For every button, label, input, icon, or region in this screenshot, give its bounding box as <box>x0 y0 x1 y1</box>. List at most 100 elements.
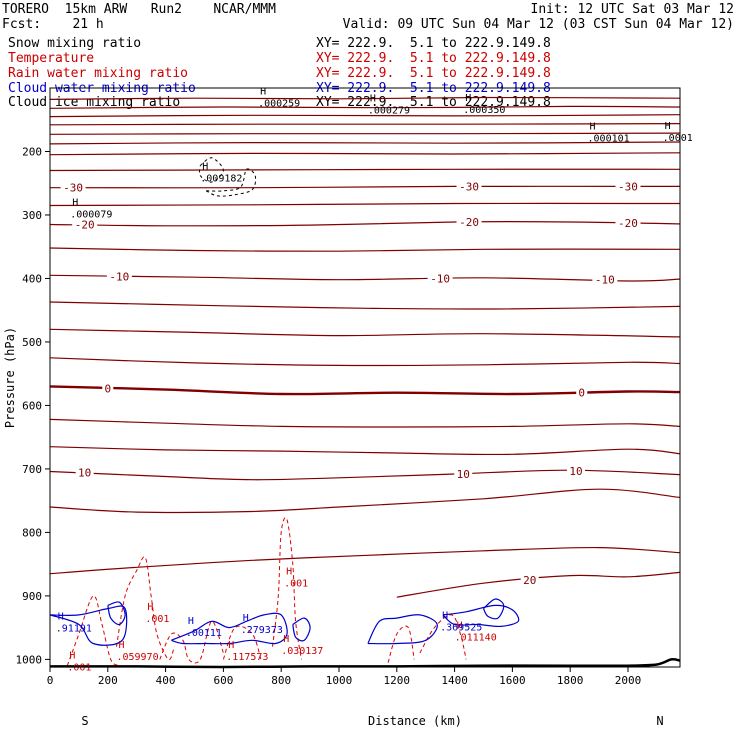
max-value-label: .011140 <box>455 633 497 644</box>
y-tick-label: 1000 <box>16 653 43 666</box>
max-value-label: .000079 <box>70 210 112 221</box>
cloud-water-contour <box>482 598 505 620</box>
x-tick-label: 1400 <box>441 674 468 687</box>
rain-contour <box>272 517 302 660</box>
cloud-water-contours <box>49 598 520 646</box>
rain-contour <box>159 620 224 664</box>
max-value-label: .000350 <box>463 105 505 116</box>
temperature-label-bg <box>566 464 585 477</box>
rain-contour <box>66 595 120 667</box>
temperature-label-bg <box>72 218 98 231</box>
max-marker-h: H <box>260 87 266 98</box>
max-marker-h: H <box>58 612 64 623</box>
temperature-label-bg <box>427 272 453 285</box>
temperature-label: -20 <box>618 217 638 230</box>
isotherm-line <box>49 546 681 575</box>
forecast-hour: Fcst: 21 h <box>2 17 104 32</box>
init-time: Init: 12 UTC Sat 03 Mar 12 <box>530 2 735 17</box>
isotherm-line <box>396 571 681 598</box>
isotherm-line <box>49 202 681 207</box>
field-name-rain: Rain water mixing ratio <box>8 66 189 81</box>
y-tick-label: 500 <box>22 336 42 349</box>
y-tick-label: 700 <box>22 463 42 476</box>
temperature-label: -10 <box>109 271 129 284</box>
max-value-label: .001 <box>284 579 308 590</box>
isotherm-line <box>49 469 681 481</box>
max-marker-h: H <box>243 613 249 624</box>
max-value-label: .00111 <box>186 628 222 639</box>
x-tick-label: 1000 <box>326 674 353 687</box>
y-tick-label: 800 <box>22 526 42 539</box>
field-name-snow: Snow mixing ratio <box>8 36 142 51</box>
temperature-label-bg <box>454 468 473 480</box>
plot-frame <box>49 87 681 668</box>
isotherm-line <box>49 123 681 126</box>
x-axis-title: Distance (km) <box>368 714 462 728</box>
isotherm-line <box>49 274 681 282</box>
max-marker-h: H <box>228 640 234 651</box>
y-tick-label: 900 <box>22 590 42 603</box>
isotherm-line <box>49 105 681 109</box>
max-value-label: .000101 <box>588 134 630 145</box>
isotherm-line <box>49 221 681 227</box>
temperature-label: 0 <box>104 382 111 395</box>
max-value-label: .279373 <box>241 625 283 636</box>
rain-contour <box>387 625 415 663</box>
max-marker-h: H <box>442 610 448 621</box>
axes: 0 200 400 600 800 1000 1200 1400 1600 1800 2000200… <box>3 87 681 728</box>
x-tick-label: 1800 <box>557 674 584 687</box>
temperature-label: 0 <box>578 387 585 400</box>
max-value-label: .117573 <box>226 652 268 663</box>
isotherm-line <box>49 114 681 118</box>
y-tick-label: 200 <box>22 145 42 158</box>
max-marker-h: H <box>665 121 671 132</box>
max-marker-h: H <box>147 602 153 613</box>
temperature-label: 10 <box>457 468 470 481</box>
field-xy-rain: XY= 222.9. 5.1 to 222.9.149.8 <box>316 66 551 81</box>
isotherm-line <box>49 96 681 100</box>
freezing-isotherm <box>49 385 681 396</box>
max-marker-h: H <box>188 616 194 627</box>
max-marker-h: H <box>283 634 289 645</box>
temperature-label-bg <box>106 270 132 283</box>
temperature-label-bg <box>102 382 114 395</box>
temperature-label: -20 <box>459 216 479 229</box>
max-value-label: .001 <box>145 614 169 625</box>
field-xy-cloud-ice: XY= 222.9. 5.1 to 222.9.149.8 <box>316 95 551 110</box>
cloud-water-contour <box>171 612 288 645</box>
y-tick-label: 600 <box>22 399 42 412</box>
x-tick-label: 800 <box>271 674 291 687</box>
field-xy-temperature: XY= 222.9. 5.1 to 222.9.149.8 <box>316 51 551 66</box>
max-marker-h: H <box>72 198 78 209</box>
rain-contour <box>116 556 175 661</box>
field-name-temperature: Temperature <box>8 51 95 66</box>
rain-contours <box>66 517 467 667</box>
cloud-ice-contour <box>198 157 224 183</box>
x-tick-label: 600 <box>213 674 233 687</box>
cloud-water-contour <box>367 614 438 645</box>
max-value-label: .059970 <box>116 652 158 663</box>
isotherm-line <box>49 185 681 189</box>
max-value-label: .369525 <box>440 622 482 633</box>
max-value-label: .0001 <box>663 133 693 144</box>
max-value-label: .000279 <box>368 106 410 117</box>
south-label: S <box>81 714 88 728</box>
contour-labels: -30 -30 -30-20 -20 -20-10 -10 -100 010 10 1020H.0… <box>56 87 693 674</box>
cloud-water-contour <box>442 604 520 628</box>
temperature-contours <box>49 96 681 598</box>
isotherm-line <box>49 301 681 310</box>
temperature-label-bg <box>456 180 482 193</box>
max-value-label: .030137 <box>281 646 323 657</box>
temperature-label: 10 <box>569 465 582 478</box>
north-label: N <box>656 714 663 728</box>
temperature-label-bg <box>615 180 641 193</box>
temperature-label-bg <box>592 273 618 286</box>
temperature-label: 20 <box>523 574 536 587</box>
temperature-label-bg <box>60 181 86 194</box>
isotherm-line <box>49 247 681 252</box>
temperature-label: -10 <box>595 274 615 287</box>
temperature-label: -10 <box>430 272 450 285</box>
x-tick-label: 200 <box>98 674 118 687</box>
max-marker-h: H <box>286 567 292 578</box>
x-tick-label: 2000 <box>615 674 642 687</box>
